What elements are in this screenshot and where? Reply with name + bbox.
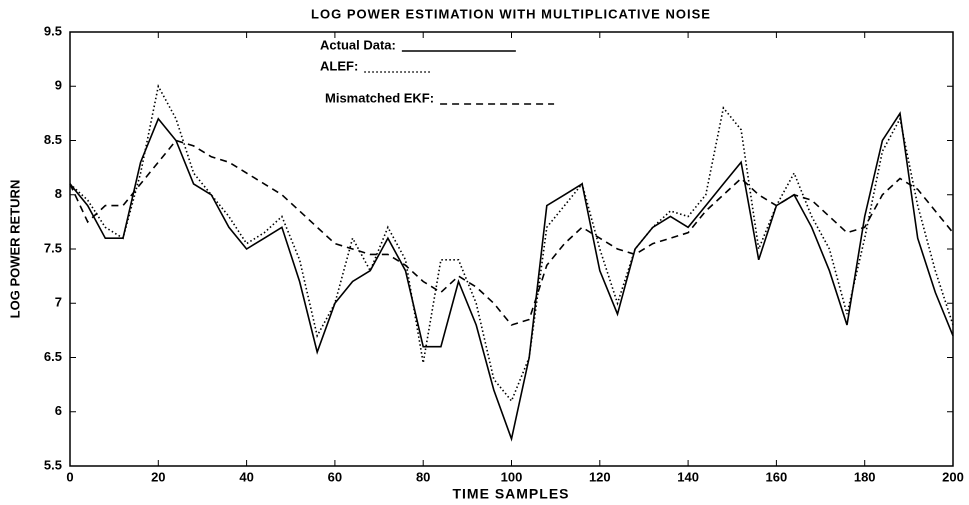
x-tick-label: 160 bbox=[766, 469, 788, 484]
y-tick-label: 9.5 bbox=[44, 23, 62, 38]
y-tick-label: 6.5 bbox=[44, 349, 62, 364]
x-tick-label: 20 bbox=[151, 469, 165, 484]
x-axis-label: TIME SAMPLES bbox=[452, 486, 569, 502]
x-tick-label: 120 bbox=[589, 469, 611, 484]
x-tick-label: 200 bbox=[942, 469, 964, 484]
y-tick-label: 5.5 bbox=[44, 457, 62, 472]
x-tick-label: 0 bbox=[66, 469, 73, 484]
y-tick-label: 8 bbox=[55, 186, 62, 201]
x-tick-label: 60 bbox=[328, 469, 342, 484]
x-tick-label: 140 bbox=[677, 469, 699, 484]
series-line bbox=[69, 111, 954, 442]
y-tick-label: 9 bbox=[55, 78, 62, 93]
legend-label: ALEF: bbox=[320, 58, 358, 73]
chart-title: LOG POWER ESTIMATION WITH MULTIPLICATIVE… bbox=[311, 6, 711, 21]
x-tick-label: 100 bbox=[501, 469, 523, 484]
legend-label: Mismatched EKF: bbox=[325, 90, 434, 105]
y-tick-label: 7 bbox=[55, 295, 62, 310]
series-line bbox=[69, 139, 954, 326]
y-tick-label: 7.5 bbox=[44, 240, 62, 255]
legend-label: Actual Data: bbox=[320, 37, 396, 52]
series-line bbox=[69, 83, 954, 403]
y-tick-label: 6 bbox=[55, 403, 62, 418]
x-tick-label: 40 bbox=[239, 469, 253, 484]
y-tick-label: 8.5 bbox=[44, 132, 62, 147]
x-tick-label: 80 bbox=[416, 469, 430, 484]
y-axis-label: LOG POWER RETURN bbox=[7, 180, 22, 319]
x-tick-label: 180 bbox=[854, 469, 876, 484]
